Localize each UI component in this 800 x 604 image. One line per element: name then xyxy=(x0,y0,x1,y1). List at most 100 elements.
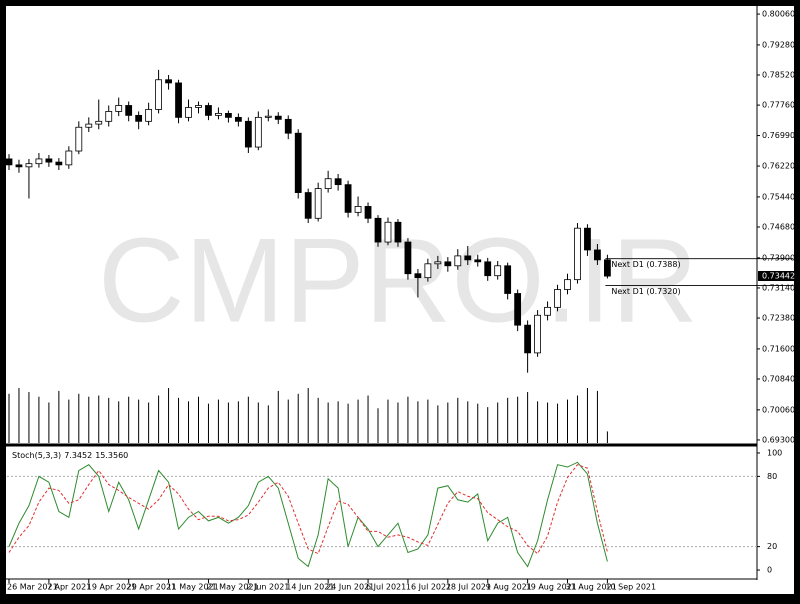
candle-body xyxy=(434,261,442,265)
candle-body xyxy=(424,263,432,279)
candle-body xyxy=(45,158,53,163)
x-tick-label: 19 Aug 2021 xyxy=(526,583,577,592)
y-tick-label: 80 xyxy=(767,472,777,481)
candle-body xyxy=(135,114,143,122)
x-tick-label: 10 Sep 2021 xyxy=(605,583,656,592)
stoch-line xyxy=(8,461,608,568)
x-tick-label: 11 May 2021 xyxy=(167,583,219,592)
candle-body xyxy=(304,192,312,219)
candle-body xyxy=(584,227,591,251)
candle-body xyxy=(364,206,372,219)
candle-body xyxy=(105,111,113,122)
y-tick-label: 0.74680 xyxy=(762,223,795,232)
candle-body xyxy=(95,120,103,125)
x-tick-label: 14 Jun 2021 xyxy=(286,583,334,592)
y-tick-label: 0.71600 xyxy=(762,344,795,353)
candle-body xyxy=(244,120,252,148)
y-tick-label: 20 xyxy=(767,542,777,551)
candle-body xyxy=(444,261,452,267)
x-tick-label: 21 May 2021 xyxy=(206,583,258,592)
y-tick-label: 0.73140 xyxy=(762,283,795,292)
candle-body xyxy=(195,105,202,108)
candle-body xyxy=(384,221,392,243)
x-tick-label: 7 Apr 2021 xyxy=(47,583,91,592)
x-tick-label: 24 Jun 2021 xyxy=(326,583,374,592)
candle-body xyxy=(594,249,601,261)
candle-body xyxy=(494,265,502,277)
level-label: Next D1 (0.7320) xyxy=(611,287,680,296)
candle-body xyxy=(225,113,232,118)
x-tick-label: 28 Jul 2021 xyxy=(446,583,491,592)
candle-body xyxy=(294,132,302,193)
candle-body xyxy=(145,109,153,122)
stoch-line xyxy=(8,464,608,555)
indicator-value: Stoch(5,3,3) xyxy=(12,451,61,460)
candle-body xyxy=(314,188,322,219)
candle-body xyxy=(354,206,362,213)
x-tick-label: 19 Apr 2021 xyxy=(87,583,136,592)
candle-body xyxy=(85,123,93,128)
y-tick-label: 0.76990 xyxy=(762,131,795,140)
candle-body xyxy=(205,105,212,116)
candle-body xyxy=(574,227,581,281)
candle-body xyxy=(474,259,482,263)
candle-body xyxy=(25,163,33,168)
candle-body xyxy=(484,261,492,277)
level-label: Next D1 (0.7388) xyxy=(611,260,680,269)
x-tick-label: 16 Jul 2021 xyxy=(406,583,451,592)
candle-body xyxy=(334,178,342,186)
y-tick-label: 0 xyxy=(767,566,772,575)
y-tick-label: 0.73900 xyxy=(762,253,795,262)
candle-body xyxy=(504,265,512,294)
y-tick-label: 0.76220 xyxy=(762,162,795,171)
last-price-box xyxy=(758,271,794,282)
candle-body xyxy=(65,150,73,166)
candle-body xyxy=(15,164,23,168)
last-price-label: 0.73442 xyxy=(762,272,795,281)
candle-body xyxy=(115,105,123,112)
candle-body xyxy=(254,116,262,148)
y-tick-label: 0.79280 xyxy=(762,40,795,49)
candle-body xyxy=(215,113,222,116)
candle-body xyxy=(125,105,133,116)
candle-body xyxy=(544,306,551,316)
x-tick-label: 2 Jun 2021 xyxy=(246,583,289,592)
y-tick-label: 0.78520 xyxy=(762,71,795,80)
candle-body xyxy=(185,107,192,118)
candle-body xyxy=(35,158,43,165)
window-background xyxy=(6,6,794,594)
candle-body xyxy=(514,293,522,326)
y-tick-label: 0.70060 xyxy=(762,405,795,414)
candle-body xyxy=(394,221,402,243)
stochastic-panel: 0 20 80 100 Stoch(5,3,3) 7.3452 15.3560 xyxy=(7,448,782,575)
candle-body xyxy=(564,279,571,290)
candle-body xyxy=(464,255,472,261)
candle-body xyxy=(344,184,352,213)
candle-body xyxy=(404,241,412,275)
y-tick-label: 0.75440 xyxy=(762,192,795,201)
indicator-title: Stoch(5,3,3) 7.3452 15.3560 xyxy=(12,451,128,460)
x-tick-label: 26 Mar 2021 xyxy=(7,583,58,592)
candle-body xyxy=(155,79,162,110)
y-tick-label: 0.77760 xyxy=(762,101,795,110)
candle-body xyxy=(284,118,292,134)
indicator-value: 7.3452 xyxy=(64,451,92,460)
candle-body xyxy=(324,178,332,190)
x-tick-label: 29 Apr 2021 xyxy=(127,583,176,592)
indicator-value: 15.3560 xyxy=(95,451,128,460)
candle-body xyxy=(374,217,382,243)
x-tick-label: 9 Aug 2021 xyxy=(486,583,532,592)
x-tick-label: 31 Aug 2021 xyxy=(566,583,617,592)
candle-body xyxy=(264,115,272,118)
candle-body xyxy=(274,115,282,120)
y-tick-label: 0.70840 xyxy=(762,374,795,383)
candle-body xyxy=(524,324,532,354)
candle-body xyxy=(234,116,242,122)
price-panel: 0.80060 0.79280 0.78520 0.77760 0.76990 0.762… xyxy=(5,10,795,592)
y-tick-label: 0.69300 xyxy=(762,435,795,444)
candle-body xyxy=(75,126,83,152)
y-tick-label: 100 xyxy=(767,448,782,457)
candle-body xyxy=(5,158,13,166)
candle-body xyxy=(554,289,561,308)
